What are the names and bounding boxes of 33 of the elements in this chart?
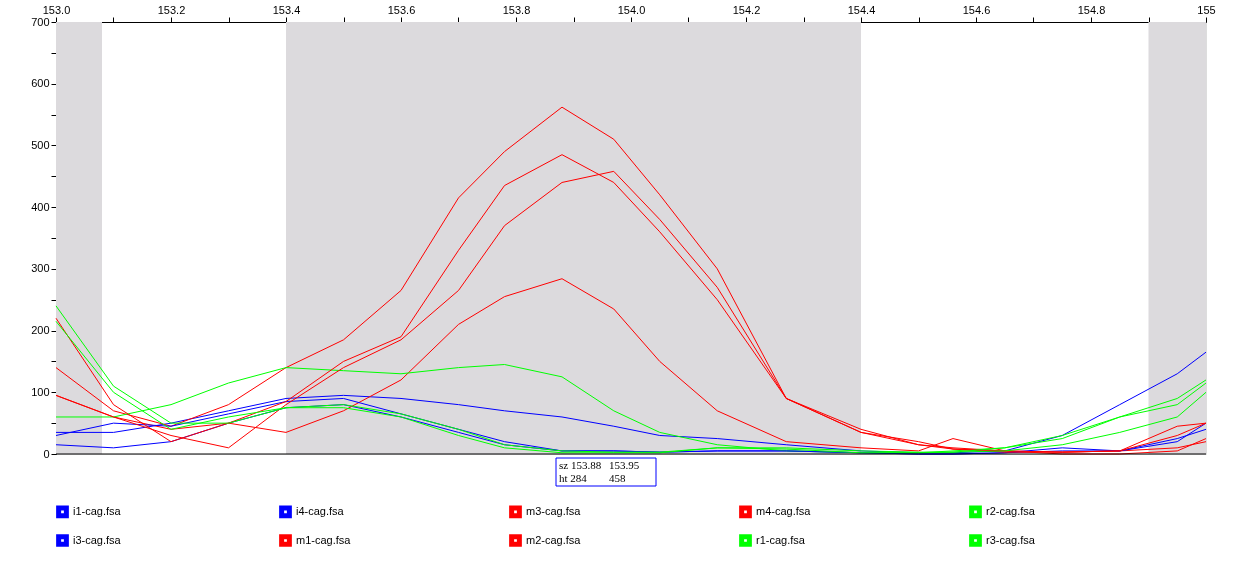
x-tick-label: 154.0 bbox=[617, 3, 646, 16]
legend-label: r1-cag.fsa bbox=[756, 533, 806, 546]
y-tick-label: 200 bbox=[31, 324, 50, 337]
x-tick-label: 154.2 bbox=[732, 3, 761, 16]
y-tick-label: 100 bbox=[31, 385, 50, 398]
legend-label: r2-cag.fsa bbox=[986, 504, 1036, 517]
y-tick-label: 500 bbox=[31, 138, 50, 151]
y-tick-label: 600 bbox=[31, 77, 50, 90]
x-tick-label: 153.8 bbox=[502, 3, 531, 16]
y-tick-label: 400 bbox=[31, 200, 50, 213]
legend-label: m4-cag.fsa bbox=[756, 504, 812, 517]
x-tick-label: 153.0 bbox=[42, 3, 71, 16]
text: sz 153.88 bbox=[559, 459, 602, 471]
legend-label: i3-cag.fsa bbox=[73, 533, 122, 546]
legend-label: m2-cag.fsa bbox=[526, 533, 582, 546]
legend-label: i4-cag.fsa bbox=[296, 504, 345, 517]
x-tick-label: 154.8 bbox=[1077, 3, 1106, 16]
y-tick-label: 0 bbox=[43, 447, 50, 460]
text: ht 284 bbox=[559, 472, 588, 484]
legend-label: i1-cag.fsa bbox=[73, 504, 122, 517]
x-tick-label: 154.4 bbox=[847, 3, 876, 16]
x-tick-label: 153.6 bbox=[387, 3, 416, 16]
x-tick-label: 153.4 bbox=[272, 3, 301, 16]
legend-label: r3-cag.fsa bbox=[986, 533, 1036, 546]
y-tick-label: 700 bbox=[31, 15, 50, 28]
y-tick-label: 300 bbox=[31, 262, 50, 275]
x-tick-label: 155 bbox=[1197, 3, 1216, 16]
text: 153.95 bbox=[609, 459, 640, 471]
legend-label: m3-cag.fsa bbox=[526, 504, 582, 517]
x-tick-label: 154.6 bbox=[962, 3, 991, 16]
legend-label: m1-cag.fsa bbox=[296, 533, 352, 546]
x-tick-label: 153.2 bbox=[157, 3, 186, 16]
text: 458 bbox=[609, 472, 626, 484]
